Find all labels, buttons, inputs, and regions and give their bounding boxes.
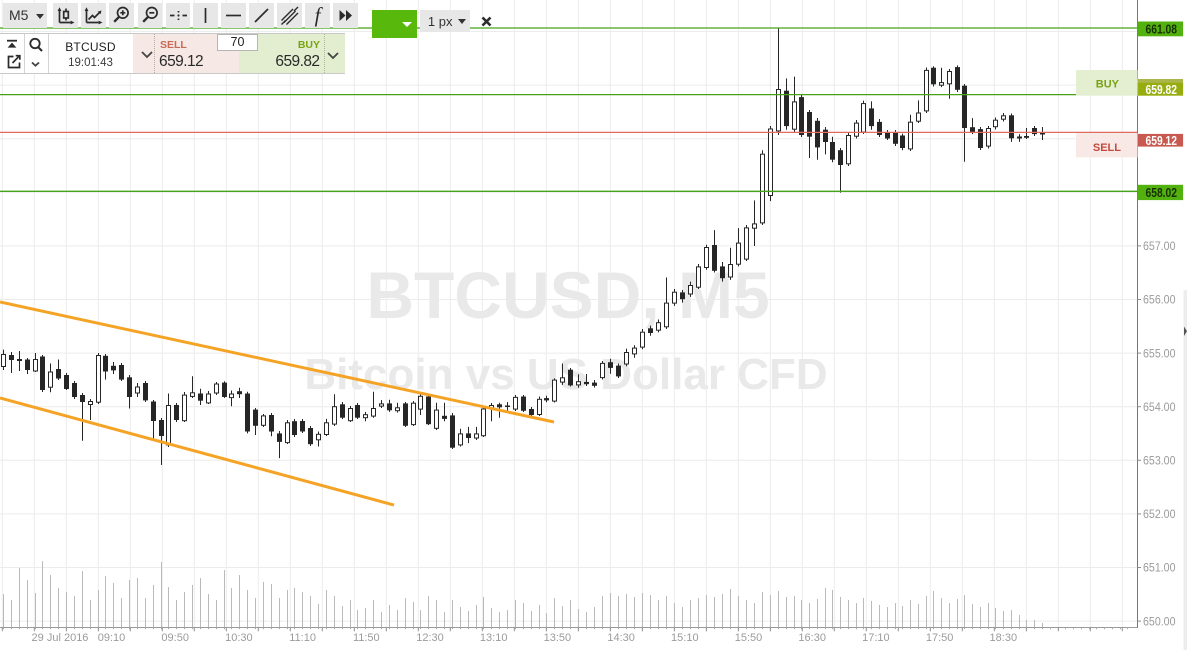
svg-text:SELL: SELL [1093, 142, 1121, 154]
svg-text:657.00: 657.00 [1143, 239, 1176, 253]
svg-text:15:50: 15:50 [735, 632, 763, 644]
svg-text:09:10: 09:10 [98, 632, 126, 644]
svg-text:655.00: 655.00 [1143, 346, 1176, 360]
svg-text:f: f [315, 3, 324, 27]
svg-text:656.00: 656.00 [1143, 293, 1176, 307]
svg-text:653.00: 653.00 [1143, 454, 1176, 468]
svg-text:10:30: 10:30 [225, 632, 253, 644]
svg-text:17:50: 17:50 [926, 632, 954, 644]
svg-text:BUY: BUY [1096, 79, 1120, 91]
svg-text:661.08: 661.08 [1146, 22, 1178, 37]
svg-text:658.02: 658.02 [1146, 185, 1178, 200]
svg-text:29 Jul 2016: 29 Jul 2016 [32, 632, 89, 644]
svg-text:11:10: 11:10 [289, 632, 316, 644]
svg-text:Bitcoin vs US Dollar CFD: Bitcoin vs US Dollar CFD [304, 350, 827, 399]
svg-text:13:50: 13:50 [544, 632, 572, 644]
svg-text:13:10: 13:10 [480, 632, 508, 644]
svg-text:654.00: 654.00 [1143, 400, 1176, 414]
svg-text:BTCUSD, M5: BTCUSD, M5 [366, 258, 769, 332]
svg-text:659.82: 659.82 [1146, 82, 1178, 97]
svg-text:659.12: 659.12 [1146, 133, 1178, 148]
svg-text:18:30: 18:30 [990, 632, 1018, 644]
svg-text:09:50: 09:50 [161, 632, 189, 644]
svg-text:14:30: 14:30 [607, 632, 635, 644]
svg-text:17:10: 17:10 [862, 632, 890, 644]
svg-text:15:10: 15:10 [671, 632, 699, 644]
svg-text:11:50: 11:50 [353, 632, 380, 644]
svg-text:650.00: 650.00 [1143, 614, 1176, 628]
svg-text:651.00: 651.00 [1143, 561, 1176, 575]
svg-text:16:30: 16:30 [798, 632, 826, 644]
svg-text:12:30: 12:30 [416, 632, 444, 644]
svg-text:652.00: 652.00 [1143, 507, 1176, 521]
